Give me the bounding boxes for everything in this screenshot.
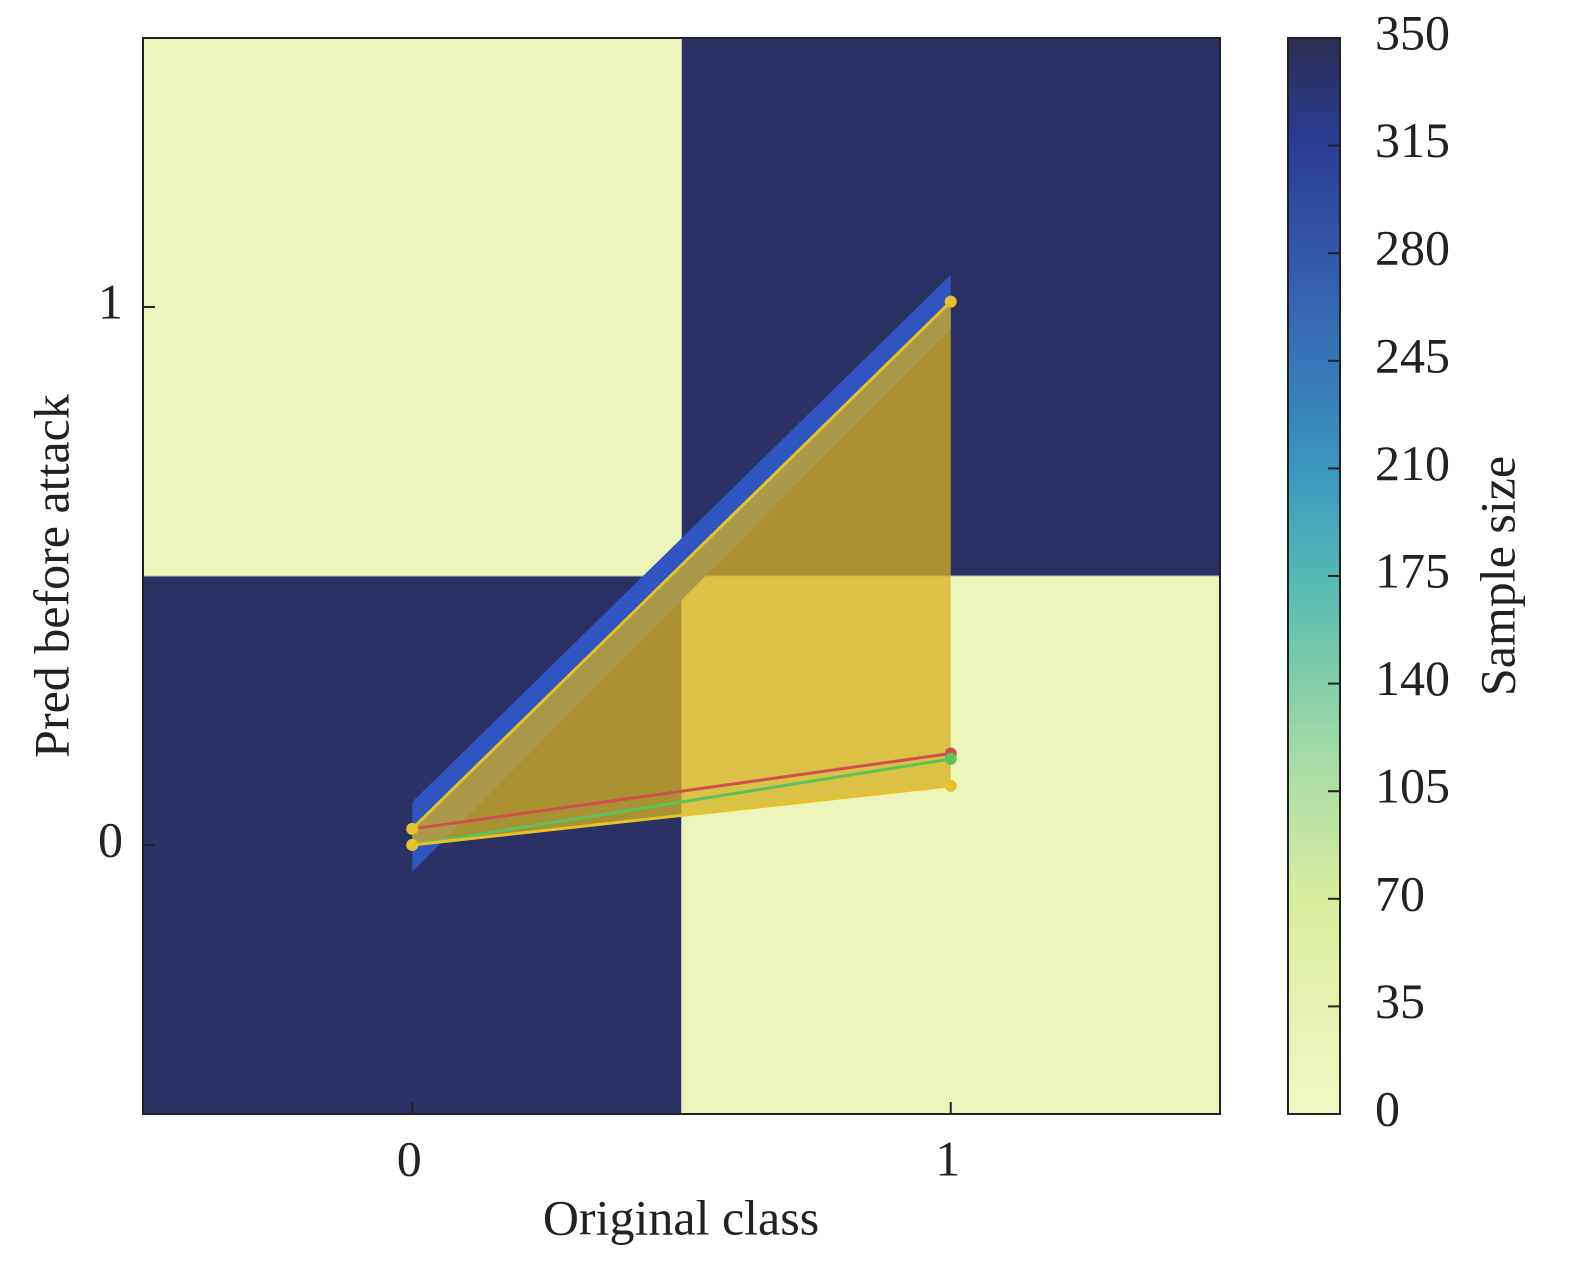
colorbar-tick-label: 280 xyxy=(1375,220,1450,276)
colorbar-tick-label: 350 xyxy=(1375,4,1450,60)
series-marker xyxy=(406,839,419,851)
colorbar-tick-label: 0 xyxy=(1375,1080,1400,1136)
plot-frame xyxy=(142,37,1221,1115)
series-marker xyxy=(406,822,419,835)
series-line xyxy=(412,784,951,847)
colorbar-tick-label: 175 xyxy=(1375,542,1450,598)
x-axis-label: Original class xyxy=(543,1189,819,1245)
colorbar-tick-label: 210 xyxy=(1375,435,1450,491)
colorbar-tick-label: 35 xyxy=(1375,973,1425,1029)
series-line xyxy=(412,757,951,847)
plot-area xyxy=(143,38,1220,1114)
colorbar-tick-label: 105 xyxy=(1375,758,1450,814)
series-marker xyxy=(944,779,957,792)
colorbar-tick-label: 315 xyxy=(1375,112,1450,168)
colorbar-tick-label: 140 xyxy=(1375,650,1450,706)
series-marker xyxy=(944,752,957,765)
y-axis-label: Pred before attack xyxy=(23,394,79,758)
colorbar-tick-label: 245 xyxy=(1375,327,1450,383)
colorbar-tick-label: 70 xyxy=(1375,865,1425,921)
x-tick-label: 1 xyxy=(935,1130,960,1186)
band xyxy=(412,301,951,845)
y-tick-label: 1 xyxy=(98,273,123,329)
colorbar-label: Sample size xyxy=(1469,456,1525,696)
series-marker xyxy=(944,295,957,308)
heatmap-cell xyxy=(143,38,682,577)
x-tick-label: 0 xyxy=(397,1130,422,1186)
series-line xyxy=(411,300,952,830)
y-tick-label: 0 xyxy=(98,811,123,867)
series-line xyxy=(412,752,951,831)
